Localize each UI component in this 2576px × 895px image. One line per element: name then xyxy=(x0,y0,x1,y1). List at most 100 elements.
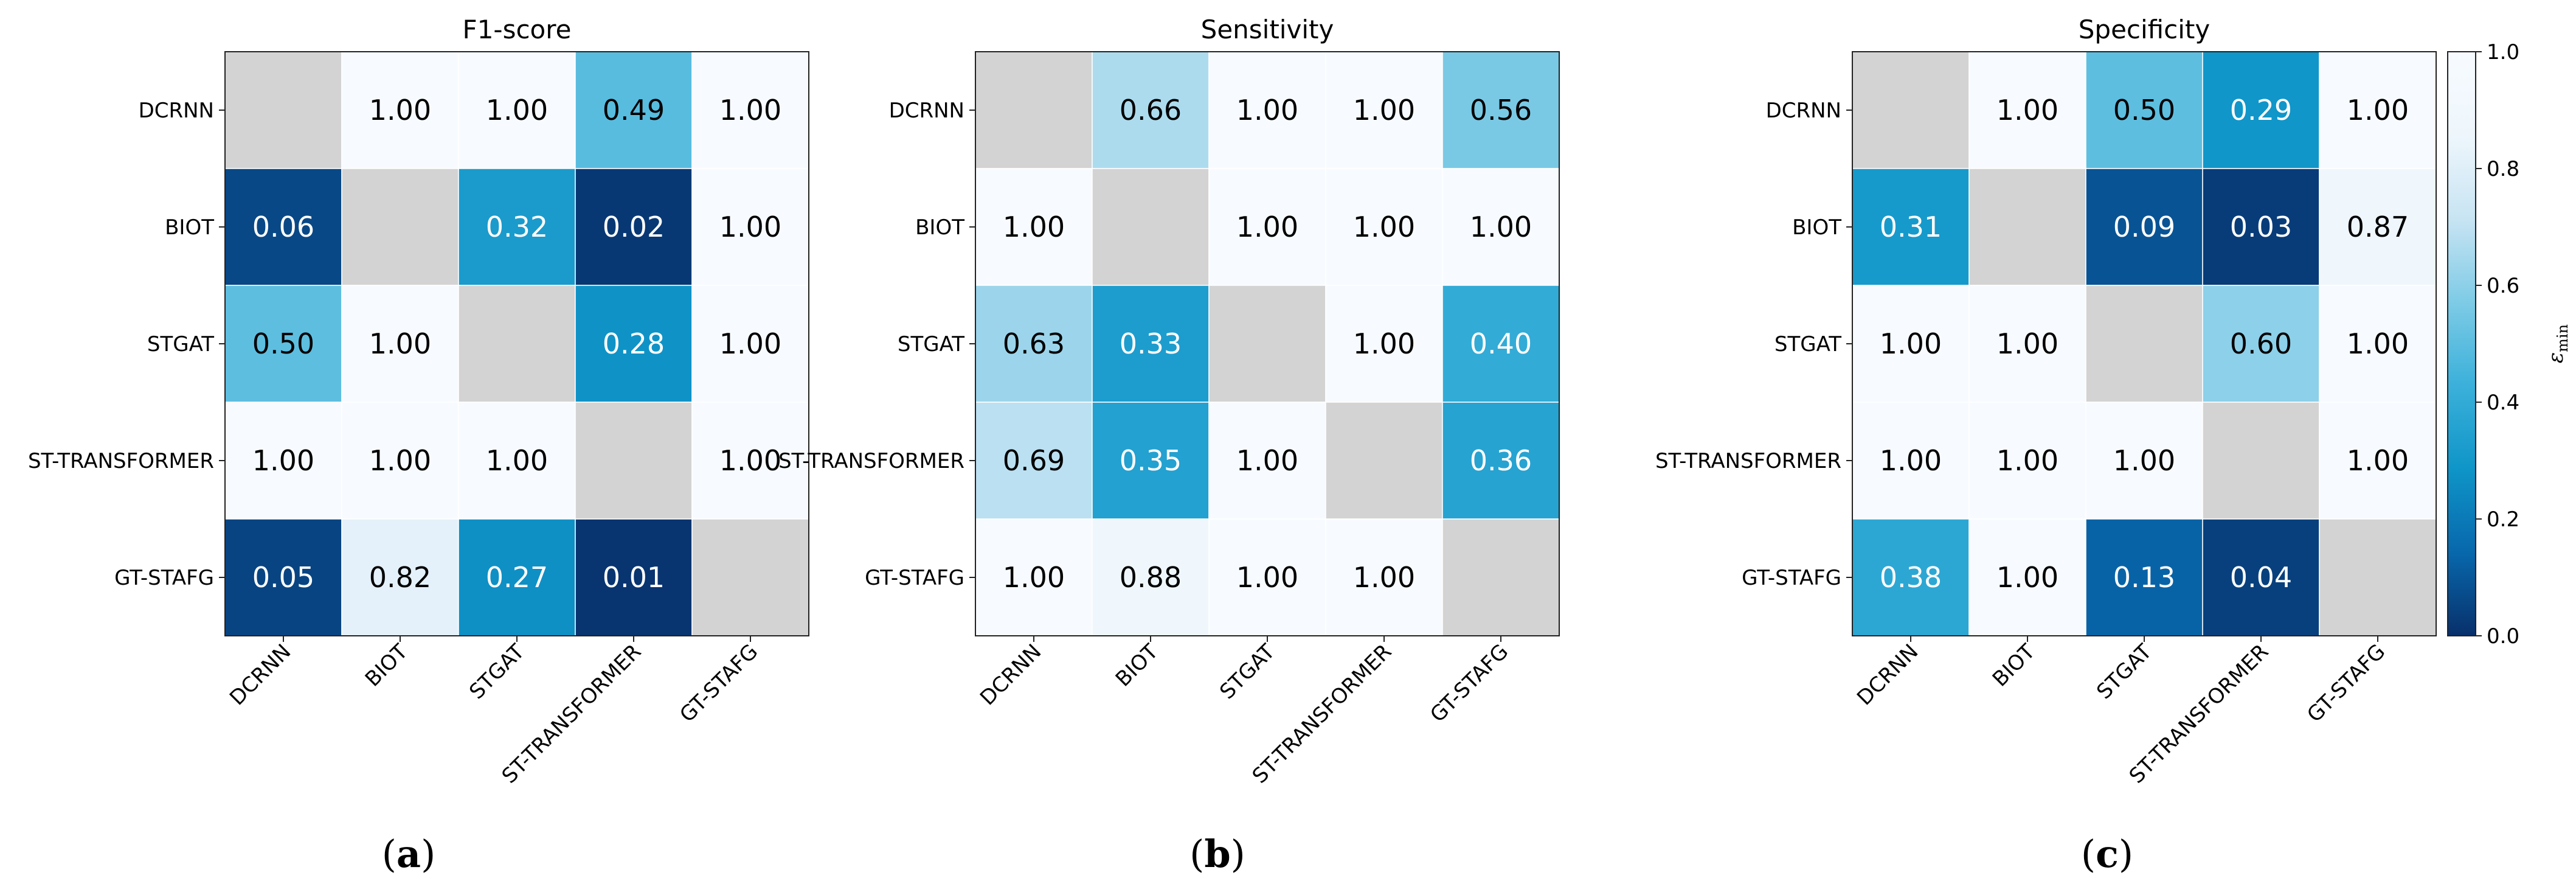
heatmap-cell xyxy=(575,518,693,636)
x-tick-label: GT-STAFG xyxy=(1425,639,1513,727)
cell-value-label: 0.60 xyxy=(2230,327,2292,360)
heatmap-cell-missing xyxy=(2319,518,2437,636)
cell-value-label: 1.00 xyxy=(1003,561,1065,594)
heatmap-cell xyxy=(691,168,809,286)
cell-value-label: 1.00 xyxy=(369,327,431,360)
cell-value-label: 0.50 xyxy=(252,327,314,360)
x-tick-label: DCRNN xyxy=(1852,639,1923,710)
caption-letter: c xyxy=(2096,832,2119,876)
heatmap-cell xyxy=(2085,518,2203,636)
heatmap-cell-missing xyxy=(341,168,459,286)
heatmap-cell xyxy=(224,168,342,286)
heatmap-cell xyxy=(975,518,1093,636)
heatmap-cell-missing xyxy=(2085,285,2203,403)
heatmap-cell xyxy=(1852,402,1970,520)
caption-open-paren: ( xyxy=(382,832,396,876)
x-tick-label: BIOT xyxy=(1111,639,1163,692)
x-tick-label: DCRNN xyxy=(225,639,296,710)
cell-value-label: 0.38 xyxy=(1880,561,1942,594)
heatmap-cell xyxy=(975,168,1093,286)
heatmap-cell xyxy=(1968,402,2086,520)
heatmap-cell-missing xyxy=(458,285,576,403)
cell-value-label: 1.00 xyxy=(2347,94,2409,127)
heatmap-cell xyxy=(458,51,576,169)
y-tick-label: STGAT xyxy=(1774,332,1841,357)
cell-value-label: 1.00 xyxy=(1996,327,2058,360)
heatmap-cell xyxy=(1325,51,1443,169)
cell-value-label: 1.00 xyxy=(1353,327,1415,360)
heatmap-cell xyxy=(1325,168,1443,286)
caption-close-paren: ) xyxy=(1231,832,1245,876)
heatmap-cell xyxy=(1442,51,1560,169)
caption-open-paren: ( xyxy=(2081,832,2096,876)
cell-value-label: 1.00 xyxy=(1236,561,1298,594)
cell-value-label: 1.00 xyxy=(1880,444,1942,477)
colorbar-tick-label: 0.4 xyxy=(2487,391,2519,415)
cell-value-label: 1.00 xyxy=(1353,94,1415,127)
cell-value-label: 1.00 xyxy=(1003,211,1065,243)
heatmap-cell-missing xyxy=(1092,168,1210,286)
heatmap-cell xyxy=(341,518,459,636)
cell-value-label: 1.00 xyxy=(1353,211,1415,243)
heatmap-cell xyxy=(975,285,1093,403)
heatmap-cell-missing xyxy=(1442,518,1560,636)
cell-value-label: 0.04 xyxy=(2230,561,2292,594)
cell-value-label: 1.00 xyxy=(369,444,431,477)
cell-value-label: 0.01 xyxy=(603,561,665,594)
cell-value-label: 1.00 xyxy=(1236,94,1298,127)
caption-letter: b xyxy=(1204,832,1230,876)
cell-value-label: 0.49 xyxy=(603,94,665,127)
cell-value-label: 0.02 xyxy=(603,211,665,243)
heatmap-cell xyxy=(1852,168,1970,286)
cell-value-label: 1.00 xyxy=(1880,327,1942,360)
cell-value-label: 1.00 xyxy=(486,444,548,477)
y-tick-label: DCRNN xyxy=(139,99,214,123)
cell-value-label: 0.36 xyxy=(1470,444,1532,477)
panel-caption: (a) xyxy=(382,832,436,876)
cell-value-label: 0.05 xyxy=(252,561,314,594)
cell-value-label: 1.00 xyxy=(2347,444,2409,477)
heatmap-cell xyxy=(1852,518,1970,636)
x-tick-label: BIOT xyxy=(361,639,413,692)
y-tick-label: BIOT xyxy=(1792,215,1841,240)
colorbar-tick-label: 0.8 xyxy=(2487,157,2519,181)
cell-value-label: 0.09 xyxy=(2113,211,2175,243)
heatmap-cell-missing xyxy=(1208,285,1326,403)
colorbar-gradient xyxy=(2447,51,2476,636)
cell-value-label: 1.00 xyxy=(2347,327,2409,360)
heatmap-cell xyxy=(1442,285,1560,403)
heatmap-cell xyxy=(1092,518,1210,636)
heatmap-panel-1: F1-score 1.00 1.00 0.49 1.00 0.06 0.32 0.02 1.00… xyxy=(28,15,809,876)
colorbar-label-symbol: ε xyxy=(2544,352,2568,363)
heatmap-cell xyxy=(341,285,459,403)
heatmap-cell xyxy=(2202,168,2320,286)
heatmap-cell xyxy=(691,51,809,169)
x-tick-label: STGAT xyxy=(1215,639,1279,704)
colorbar-tick-label: 1.0 xyxy=(2487,40,2519,64)
heatmap-cell-missing xyxy=(1968,168,2086,286)
x-tick-label: STGAT xyxy=(2092,639,2156,704)
cell-value-label: 1.00 xyxy=(1470,211,1532,243)
heatmap-cell-missing xyxy=(975,51,1093,169)
cell-value-label: 0.27 xyxy=(486,561,548,594)
heatmap-cell xyxy=(341,402,459,520)
cell-value-label: 0.35 xyxy=(1120,444,1182,477)
cell-value-label: 1.00 xyxy=(719,211,781,243)
heatmap-cell xyxy=(1968,51,2086,169)
y-tick-label: GT-STAFG xyxy=(114,566,214,590)
y-tick-label: BIOT xyxy=(915,215,964,240)
y-tick-label: GT-STAFG xyxy=(865,566,964,590)
heatmap-cell xyxy=(1092,51,1210,169)
caption-open-paren: ( xyxy=(1189,832,1204,876)
cell-value-label: 1.00 xyxy=(719,327,781,360)
heatmap-cell xyxy=(1208,168,1326,286)
cell-value-label: 0.29 xyxy=(2230,94,2292,127)
x-tick-label: GT-STAFG xyxy=(675,639,763,727)
cell-value-label: 1.00 xyxy=(1996,94,2058,127)
x-tick-label: STGAT xyxy=(465,639,529,704)
heatmap-cell xyxy=(1968,285,2086,403)
heatmap-cell xyxy=(2085,402,2203,520)
cell-value-label: 0.32 xyxy=(486,211,548,243)
heatmap-cell xyxy=(975,402,1093,520)
